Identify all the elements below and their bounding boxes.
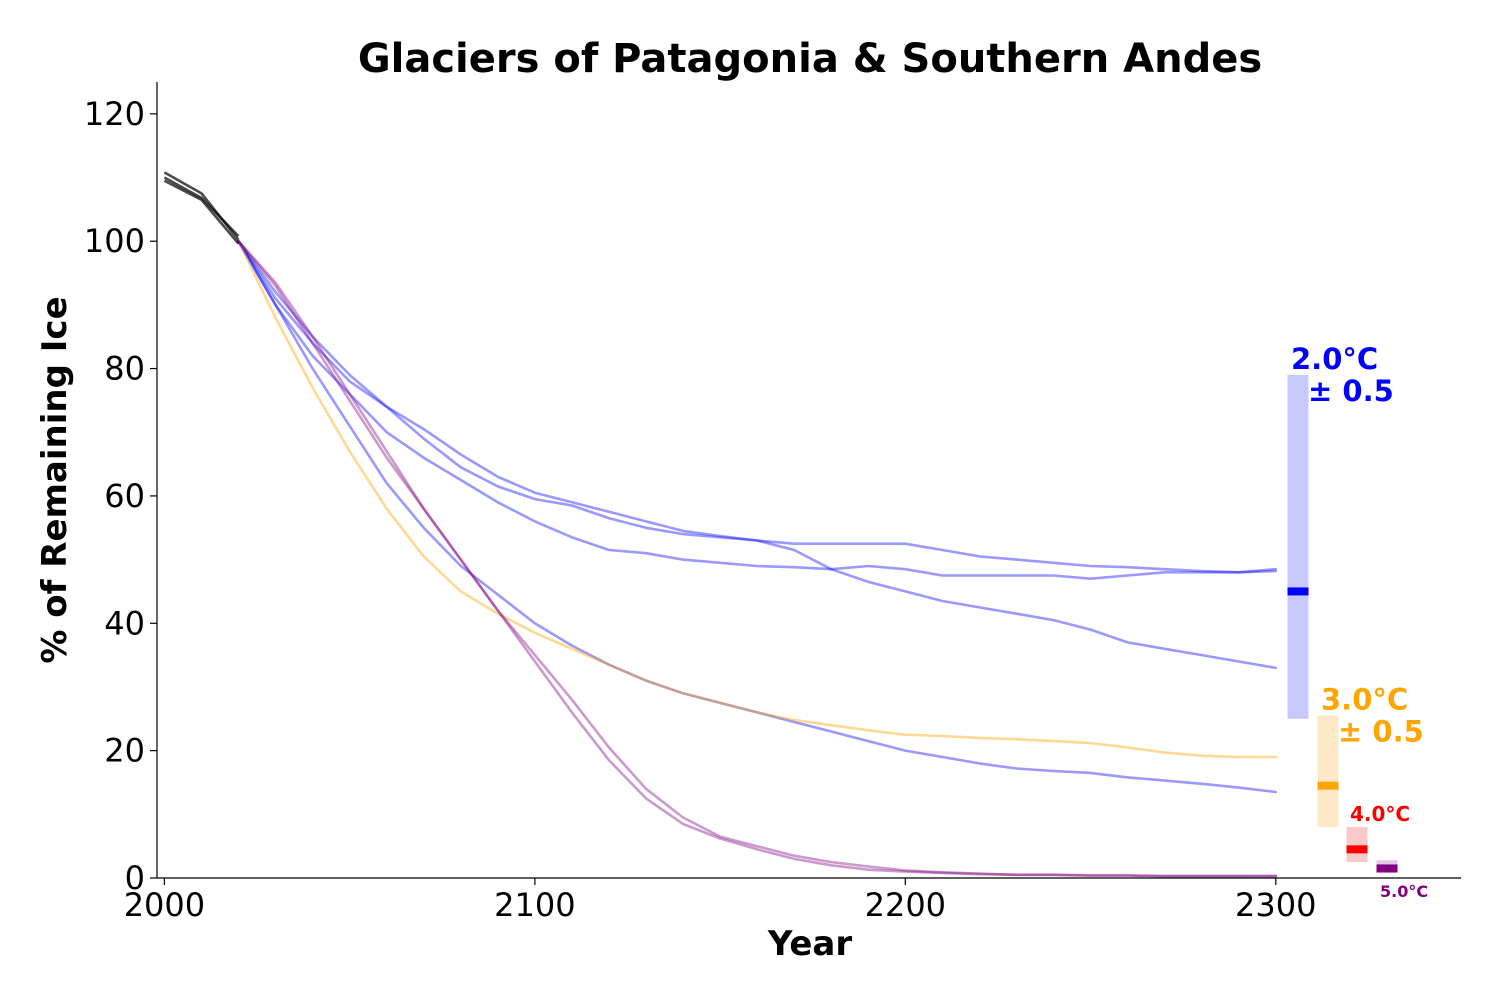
y-tick-label: 20 [104, 732, 145, 770]
range-bar-median [1346, 845, 1368, 854]
series-line-2.0 [237, 239, 1278, 794]
series-line-5.0 [237, 239, 1278, 878]
range-label-temp: 4.0°C [1350, 802, 1410, 826]
y-tick-label: 120 [84, 95, 145, 133]
series-line-2.0 [237, 239, 1278, 580]
y-axis-label: % of Remaining Ice [35, 296, 75, 663]
range-label-temp: 2.0°C [1291, 342, 1378, 376]
range-label-temp: 5.0°C [1380, 882, 1428, 901]
series-line-2.0 [237, 239, 1278, 574]
x-tick-label: 2000 [124, 886, 205, 924]
historical-line [163, 176, 240, 238]
range-bar-median [1287, 587, 1309, 596]
series-line-2.0 [237, 239, 1278, 670]
range-bar-median [1317, 781, 1339, 790]
y-tick-label: 80 [104, 350, 145, 388]
range-bar [1287, 374, 1309, 719]
range-bar [1317, 715, 1339, 828]
y-tick-label: 100 [84, 222, 145, 260]
x-axis-label: Year [767, 924, 853, 964]
range-bar [1346, 827, 1368, 863]
x-tick-label: 2200 [865, 886, 946, 924]
chart-title: Glaciers of Patagonia & Southern Andes [358, 36, 1262, 82]
range-label-unc: ± 0.5 [1338, 715, 1424, 749]
y-tick-label: 40 [104, 604, 145, 642]
range-label-temp: 3.0°C [1321, 683, 1408, 717]
y-tick-label: 60 [104, 477, 145, 515]
range-label-unc: ± 0.5 [1308, 374, 1394, 408]
x-tick-label: 2100 [494, 886, 575, 924]
range-bar-median [1376, 864, 1398, 873]
y-tick-label: 0 [125, 859, 145, 897]
series-line-3.0 [237, 239, 1278, 759]
x-tick-label: 2300 [1235, 886, 1316, 924]
historical-line [163, 179, 240, 245]
series-line-5.0 [237, 239, 1278, 878]
